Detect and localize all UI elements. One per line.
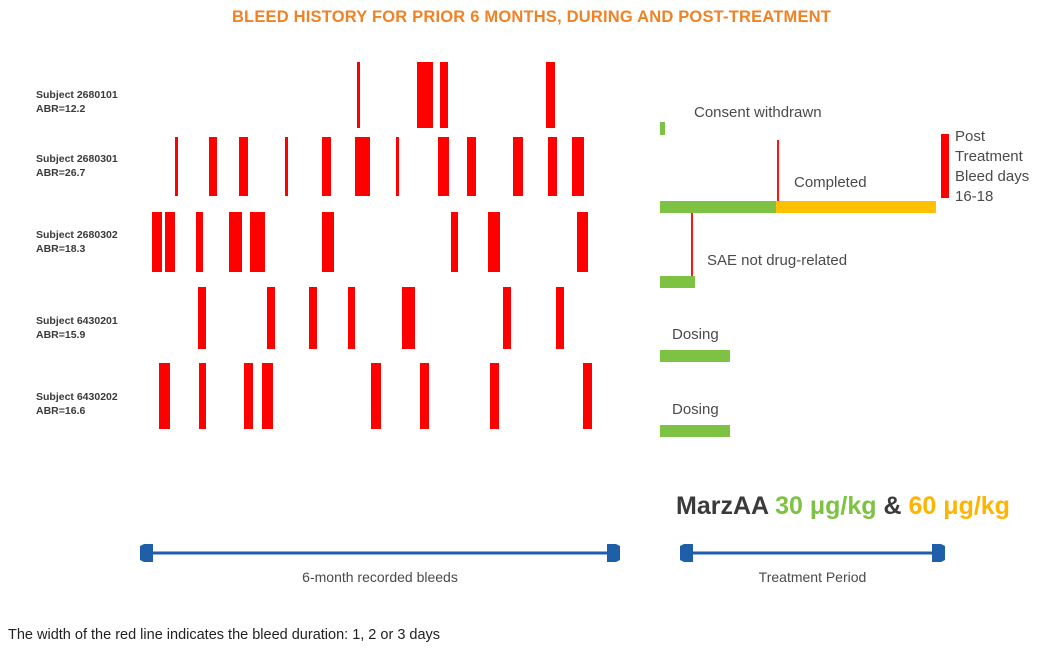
bleed-bar: [357, 62, 360, 128]
event-line-sae: [691, 213, 693, 277]
double-arrow-icon: [126, 539, 634, 567]
treatment-bar-green-2680101: [660, 122, 665, 135]
subject-id: Subject 2680301: [36, 153, 118, 165]
legend-line-2: Treatment: [955, 148, 1023, 165]
legend-swatch-post-treatment-bleed: [941, 134, 949, 198]
bleed-bar: [159, 363, 170, 429]
bleed-bar: [322, 137, 331, 196]
bleed-bar: [152, 212, 162, 272]
annotation-dosing-6430202: Dosing: [672, 401, 719, 418]
bleed-bar: [175, 137, 178, 196]
treatment-bar-green-6430201: [660, 350, 730, 362]
bleed-bar: [440, 62, 448, 128]
bleed-bar: [309, 287, 317, 349]
axis-caption-recorded-bleeds: 6-month recorded bleeds: [302, 569, 458, 585]
annotation-dosing-6430201: Dosing: [672, 326, 719, 343]
bleed-bar: [267, 287, 275, 349]
subject-label-2680301: Subject 2680301 ABR=26.7: [36, 152, 118, 180]
axis-arrow-treatment-period: [666, 539, 959, 567]
bleed-bars-plot-area: [0, 0, 660, 460]
subject-abr: ABR=12.2: [36, 103, 86, 115]
subject-id: Subject 2680101: [36, 89, 118, 101]
annotation-completed: Completed: [794, 174, 867, 191]
bleed-bar: [239, 137, 248, 196]
dose-legend: MarzAA 30 μg/kg & 60 μg/kg: [676, 492, 1010, 521]
bleed-bar: [322, 212, 334, 272]
bleed-bar: [396, 137, 399, 196]
subject-abr: ABR=15.9: [36, 329, 86, 341]
treatment-bar-green-2680302: [660, 276, 695, 288]
bleed-bar: [355, 137, 370, 196]
bleed-bar: [583, 363, 592, 429]
treatment-bar-green-6430202: [660, 425, 730, 437]
bleed-bar: [209, 137, 217, 196]
bleed-bar: [196, 212, 203, 272]
bleed-bar: [348, 287, 355, 349]
legend-post-treatment-text: Post Treatment Bleed days 16-18: [955, 127, 1029, 207]
legend-line-4: 16-18: [955, 188, 994, 205]
bleed-bar: [285, 137, 288, 196]
dose-legend-low-dose: 30 μg/kg: [775, 492, 877, 520]
dose-legend-high-dose: 60 μg/kg: [908, 492, 1010, 520]
subject-label-2680101: Subject 2680101 ABR=12.2: [36, 88, 118, 116]
bleed-bar: [371, 363, 381, 429]
legend-line-3: Bleed days: [955, 168, 1030, 185]
axis-caption-treatment-period: Treatment Period: [758, 569, 867, 585]
treatment-bar-green-2680301: [660, 201, 776, 213]
subject-label-6430201: Subject 6430201 ABR=15.9: [36, 314, 118, 342]
subject-id: Subject 6430202: [36, 391, 118, 403]
bleed-bar: [417, 62, 433, 128]
dose-legend-ampersand: &: [883, 492, 902, 520]
subject-abr: ABR=16.6: [36, 405, 86, 417]
bleed-bar: [488, 212, 500, 272]
subject-label-6430202: Subject 6430202 ABR=16.6: [36, 390, 118, 418]
bleed-bar: [577, 212, 588, 272]
subject-id: Subject 2680302: [36, 229, 118, 241]
bleed-bar: [250, 212, 265, 272]
subject-id: Subject 6430201: [36, 315, 118, 327]
bleed-bar: [165, 212, 175, 272]
bleed-bar: [199, 363, 206, 429]
legend-line-1: Post: [955, 128, 986, 145]
annotation-sae: SAE not drug-related: [707, 252, 848, 269]
subject-label-2680302: Subject 2680302 ABR=18.3: [36, 228, 118, 256]
event-line-consent-withdrawn: [777, 140, 779, 206]
bleed-bar: [451, 212, 458, 272]
bleed-bar: [438, 137, 449, 196]
bleed-bar: [467, 137, 476, 196]
bleed-bar: [546, 62, 555, 128]
bleed-bar: [402, 287, 415, 349]
bleed-bar: [420, 363, 429, 429]
axis-arrow-recorded-bleeds: [126, 539, 634, 567]
dose-legend-drug-name: MarzAA: [676, 492, 769, 520]
subject-abr: ABR=18.3: [36, 243, 86, 255]
treatment-bar-orange-2680301: [776, 201, 936, 213]
bleed-bar: [513, 137, 523, 196]
footnote: The width of the red line indicates the …: [8, 627, 441, 643]
bleed-bar: [548, 137, 557, 196]
annotation-consent-withdrawn: Consent withdrawn: [694, 104, 822, 121]
bleed-bar: [262, 363, 273, 429]
bleed-bar: [503, 287, 511, 349]
bleed-bar: [556, 287, 564, 349]
double-arrow-icon: [666, 539, 959, 567]
bleed-bar: [244, 363, 253, 429]
subject-abr: ABR=26.7: [36, 167, 86, 179]
bleed-bar: [198, 287, 206, 349]
page-title: BLEED HISTORY FOR PRIOR 6 MONTHS, DURING…: [231, 8, 832, 26]
bleed-bar: [572, 137, 584, 196]
bleed-bar: [490, 363, 499, 429]
bleed-bar: [229, 212, 242, 272]
